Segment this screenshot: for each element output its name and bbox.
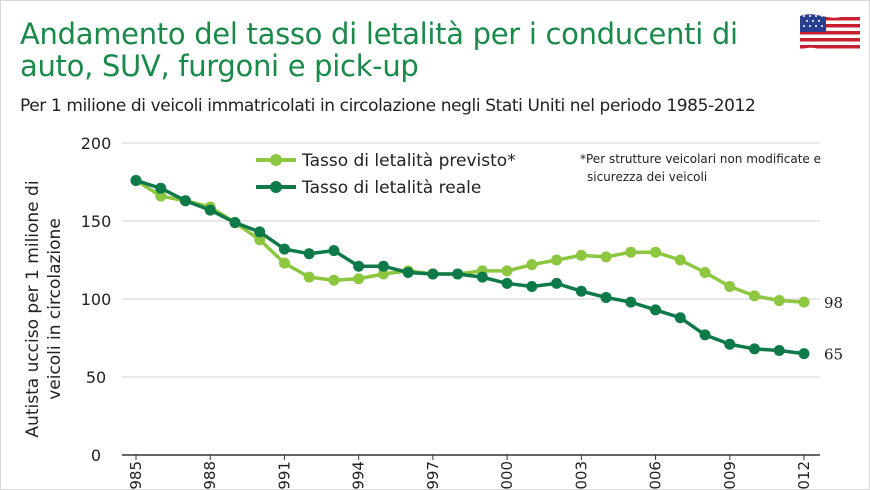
data-point: [328, 245, 340, 257]
data-point: [254, 234, 266, 246]
data-point: [526, 259, 538, 271]
data-point: [551, 254, 563, 266]
footnote-line2: sicurezza dei veicoli: [587, 170, 708, 184]
end-labels: 98 65: [824, 294, 843, 363]
x-tick-label: 2006: [647, 461, 665, 490]
data-point: [501, 265, 513, 277]
data-point: [179, 195, 191, 207]
x-tick-label: 2000: [498, 461, 516, 490]
end-value-label: 65: [824, 346, 843, 364]
data-point: [155, 190, 167, 202]
data-point: [575, 285, 587, 297]
data-point: [773, 344, 785, 356]
data-point: [724, 281, 736, 293]
data-point: [476, 271, 488, 283]
data-point: [155, 182, 167, 194]
x-tick-label: 1994: [350, 461, 368, 490]
data-point: [749, 290, 761, 302]
data-point: [575, 249, 587, 261]
data-point: [600, 291, 612, 303]
y-tick-label: 150: [81, 212, 112, 231]
data-point: [303, 248, 315, 260]
data-point: [377, 260, 389, 272]
data-point: [650, 246, 662, 258]
data-point: [625, 296, 637, 308]
x-tick-label: 2009: [721, 461, 739, 490]
legend-swatch-marker: [270, 154, 282, 166]
us-flag-icon: [800, 14, 860, 52]
y-tick-label: 0: [91, 446, 101, 465]
y-tick-label: 100: [81, 290, 112, 309]
data-point: [699, 266, 711, 278]
data-point: [674, 312, 686, 324]
y-tick-label: 50: [86, 368, 106, 387]
data-point: [773, 295, 785, 307]
x-tick-labels: 1985 1988 1991 1994 1997 2000 2003 2006 2009 2012: [127, 461, 813, 490]
x-tick-label: 1988: [201, 461, 219, 490]
data-point: [452, 268, 464, 280]
legend-swatch-marker: [270, 181, 282, 193]
y-tick-label: 200: [81, 134, 112, 153]
footnote: *Per strutture veicolari non modificate …: [580, 150, 830, 186]
data-point: [328, 274, 340, 286]
data-point: [229, 217, 241, 229]
end-value-label: 98: [824, 294, 843, 312]
legend-label: Tasso di letalità reale: [301, 178, 481, 198]
footnote-line1: *Per strutture veicolari non modificate …: [580, 152, 821, 166]
data-point: [402, 266, 414, 278]
x-tick-label: 1991: [275, 461, 293, 490]
y-tick-labels: 0 50 100 150 200: [81, 134, 112, 465]
data-point: [724, 338, 736, 350]
data-point: [798, 296, 810, 308]
legend-label: Tasso di letalità previsto*: [301, 151, 516, 171]
x-tick-label: 2012: [795, 461, 813, 490]
page-subtitle: Per 1 milione di veicoli immatricolati i…: [20, 96, 756, 116]
series-line-2: [135, 178, 805, 356]
data-point: [551, 277, 563, 289]
page-title: Andamento del tasso di letalità per i co…: [20, 17, 738, 83]
data-point: [749, 343, 761, 355]
data-point: [303, 271, 315, 283]
data-point: [650, 304, 662, 316]
data-point: [501, 277, 513, 289]
legend: Tasso di letalità previsto* Tasso di leta…: [256, 151, 516, 198]
x-tick-label: 2003: [572, 461, 590, 490]
data-point: [278, 243, 290, 255]
data-point: [625, 246, 637, 258]
x-tick-label: 1985: [127, 461, 145, 490]
series-group: [130, 174, 810, 360]
data-point: [254, 226, 266, 238]
data-point: [674, 254, 686, 266]
x-tick-label: 1997: [424, 461, 442, 490]
data-point: [798, 348, 810, 360]
data-point: [427, 268, 439, 280]
series-line-1: [135, 178, 805, 304]
data-point: [204, 204, 216, 216]
data-point: [526, 281, 538, 293]
data-point: [353, 273, 365, 285]
data-point: [600, 251, 612, 263]
data-point: [353, 260, 365, 272]
data-point: [278, 257, 290, 269]
data-point: [130, 174, 142, 186]
data-point: [377, 268, 389, 280]
data-point: [699, 329, 711, 341]
